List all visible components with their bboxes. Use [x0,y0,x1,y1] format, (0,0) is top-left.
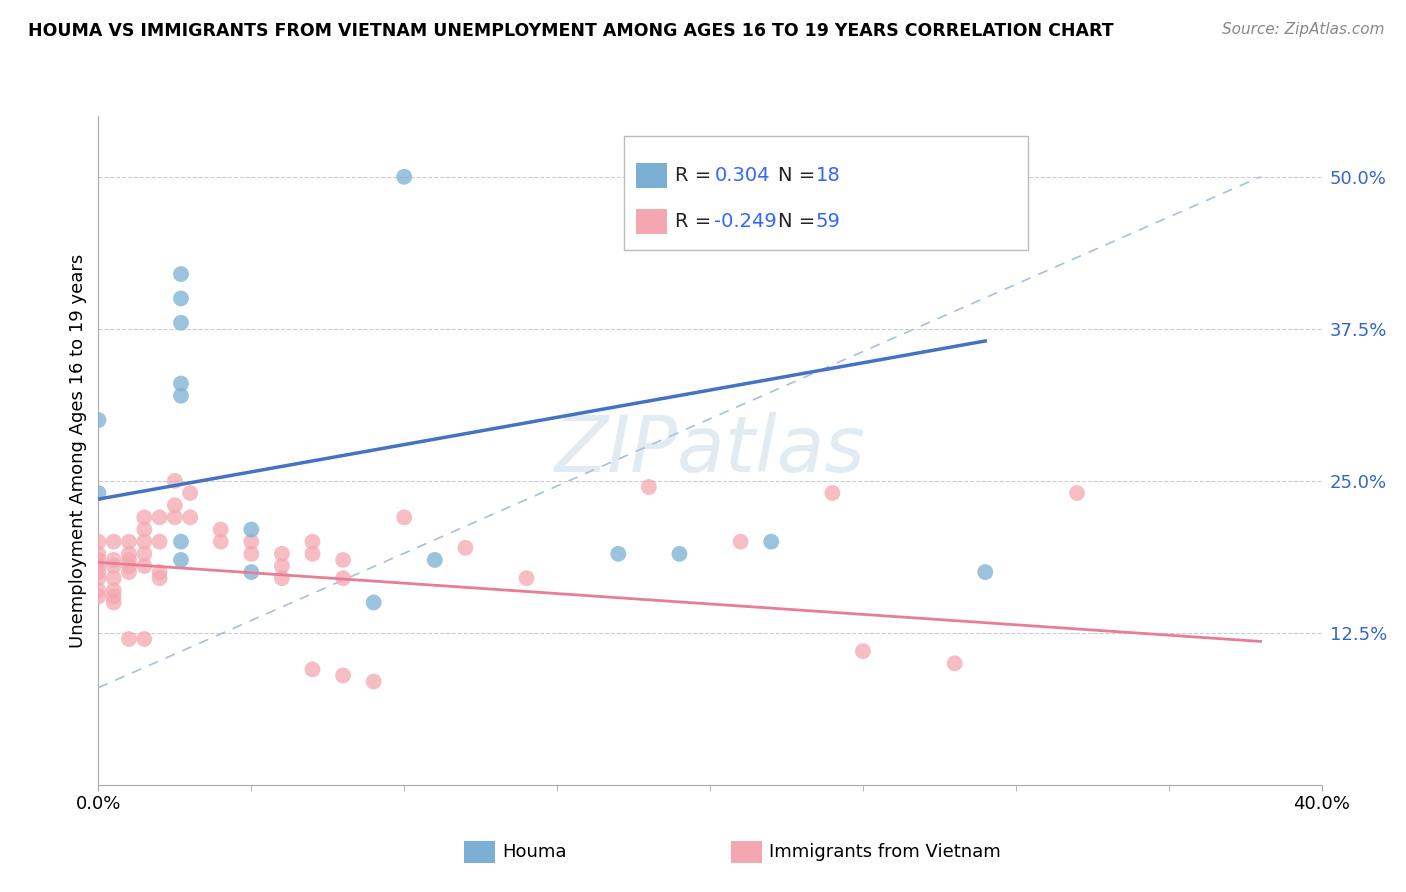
Point [170,316,193,330]
Text: N =: N = [778,211,821,231]
Text: R =: R = [675,211,717,231]
Point [103,553,125,567]
Point [163,474,186,488]
Point [974,565,997,579]
Point [103,595,125,609]
Point [103,571,125,585]
Text: Houma: Houma [502,843,567,861]
Point [118,565,141,579]
Point [103,590,125,604]
Text: ZIPatlas: ZIPatlas [554,412,866,489]
Point [118,547,141,561]
Point [134,547,156,561]
Point [240,534,263,549]
Point [170,553,193,567]
Text: Source: ZipAtlas.com: Source: ZipAtlas.com [1222,22,1385,37]
Point [118,559,141,574]
Point [392,169,416,184]
Point [149,534,172,549]
Point [103,534,125,549]
Point [852,644,875,658]
Point [363,595,385,609]
Point [270,571,292,585]
Point [170,534,193,549]
Point [87,590,110,604]
Point [637,480,661,494]
Point [607,547,630,561]
Point [163,498,186,512]
Point [209,523,232,537]
Point [516,571,538,585]
Point [179,486,201,500]
Point [134,534,156,549]
Point [270,559,292,574]
Point [87,413,110,427]
Point [134,523,156,537]
Point [134,559,156,574]
Point [118,632,141,646]
Point [149,571,172,585]
Point [821,486,844,500]
Point [668,547,690,561]
Point [87,565,110,579]
Point [103,583,125,598]
Point [149,510,172,524]
Point [118,553,141,567]
Point [170,376,193,391]
Point [301,662,323,676]
Point [209,534,232,549]
Point [149,565,172,579]
Point [170,389,193,403]
Point [134,632,156,646]
Point [270,547,292,561]
Point [87,553,110,567]
Text: HOUMA VS IMMIGRANTS FROM VIETNAM UNEMPLOYMENT AMONG AGES 16 TO 19 YEARS CORRELAT: HOUMA VS IMMIGRANTS FROM VIETNAM UNEMPLO… [28,22,1114,40]
Point [163,510,186,524]
Point [87,559,110,574]
Point [103,559,125,574]
Text: -0.249: -0.249 [714,211,778,231]
Point [1066,486,1088,500]
Y-axis label: Unemployment Among Ages 16 to 19 years: Unemployment Among Ages 16 to 19 years [69,253,87,648]
Point [240,547,263,561]
Point [87,547,110,561]
Point [392,510,416,524]
Point [454,541,477,555]
Point [332,553,354,567]
Text: 18: 18 [815,166,841,186]
Point [301,547,323,561]
Point [87,486,110,500]
Text: N =: N = [778,166,821,186]
Point [332,571,354,585]
Point [179,510,201,524]
Point [240,523,263,537]
Text: R =: R = [675,166,717,186]
Text: 0.304: 0.304 [714,166,770,186]
Point [87,571,110,585]
Point [363,674,385,689]
Point [170,292,193,306]
Point [759,534,782,549]
Point [423,553,446,567]
Text: Immigrants from Vietnam: Immigrants from Vietnam [769,843,1001,861]
Point [730,534,752,549]
Text: 59: 59 [815,211,841,231]
Point [87,534,110,549]
Point [301,534,323,549]
Point [134,510,156,524]
Point [943,657,966,671]
Point [87,583,110,598]
Point [240,565,263,579]
Point [170,267,193,281]
Point [332,668,354,682]
Point [118,534,141,549]
